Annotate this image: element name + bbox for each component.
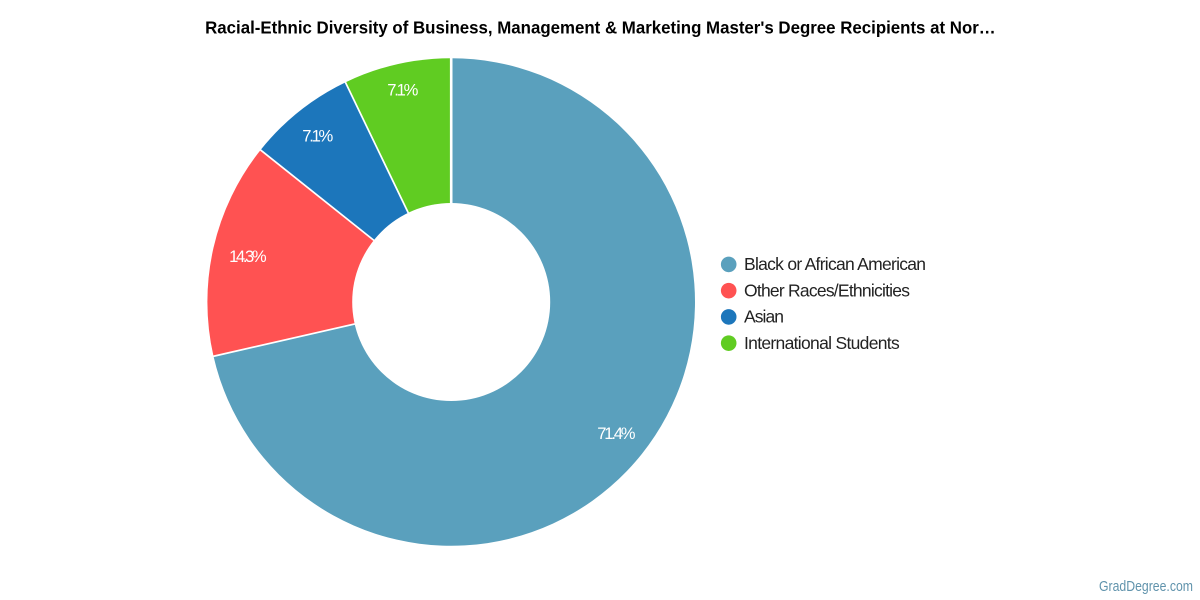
svg-text:Black or African American: Black or African American [744, 254, 926, 274]
svg-text:Other Races/Ethnicities: Other Races/Ethnicities [744, 280, 910, 300]
svg-text:7.1%: 7.1% [302, 127, 333, 146]
svg-text:71.4%: 71.4% [597, 424, 636, 443]
svg-text:14.3%: 14.3% [229, 247, 267, 266]
svg-text:Racial-Ethnic Diversity of Bus: Racial-Ethnic Diversity of Business, Man… [205, 18, 996, 38]
svg-text:International Students: International Students [744, 333, 900, 353]
svg-text:7.1%: 7.1% [387, 81, 418, 100]
svg-text:GradDegree.com: GradDegree.com [1099, 578, 1193, 595]
svg-text:Asian: Asian [744, 307, 784, 327]
